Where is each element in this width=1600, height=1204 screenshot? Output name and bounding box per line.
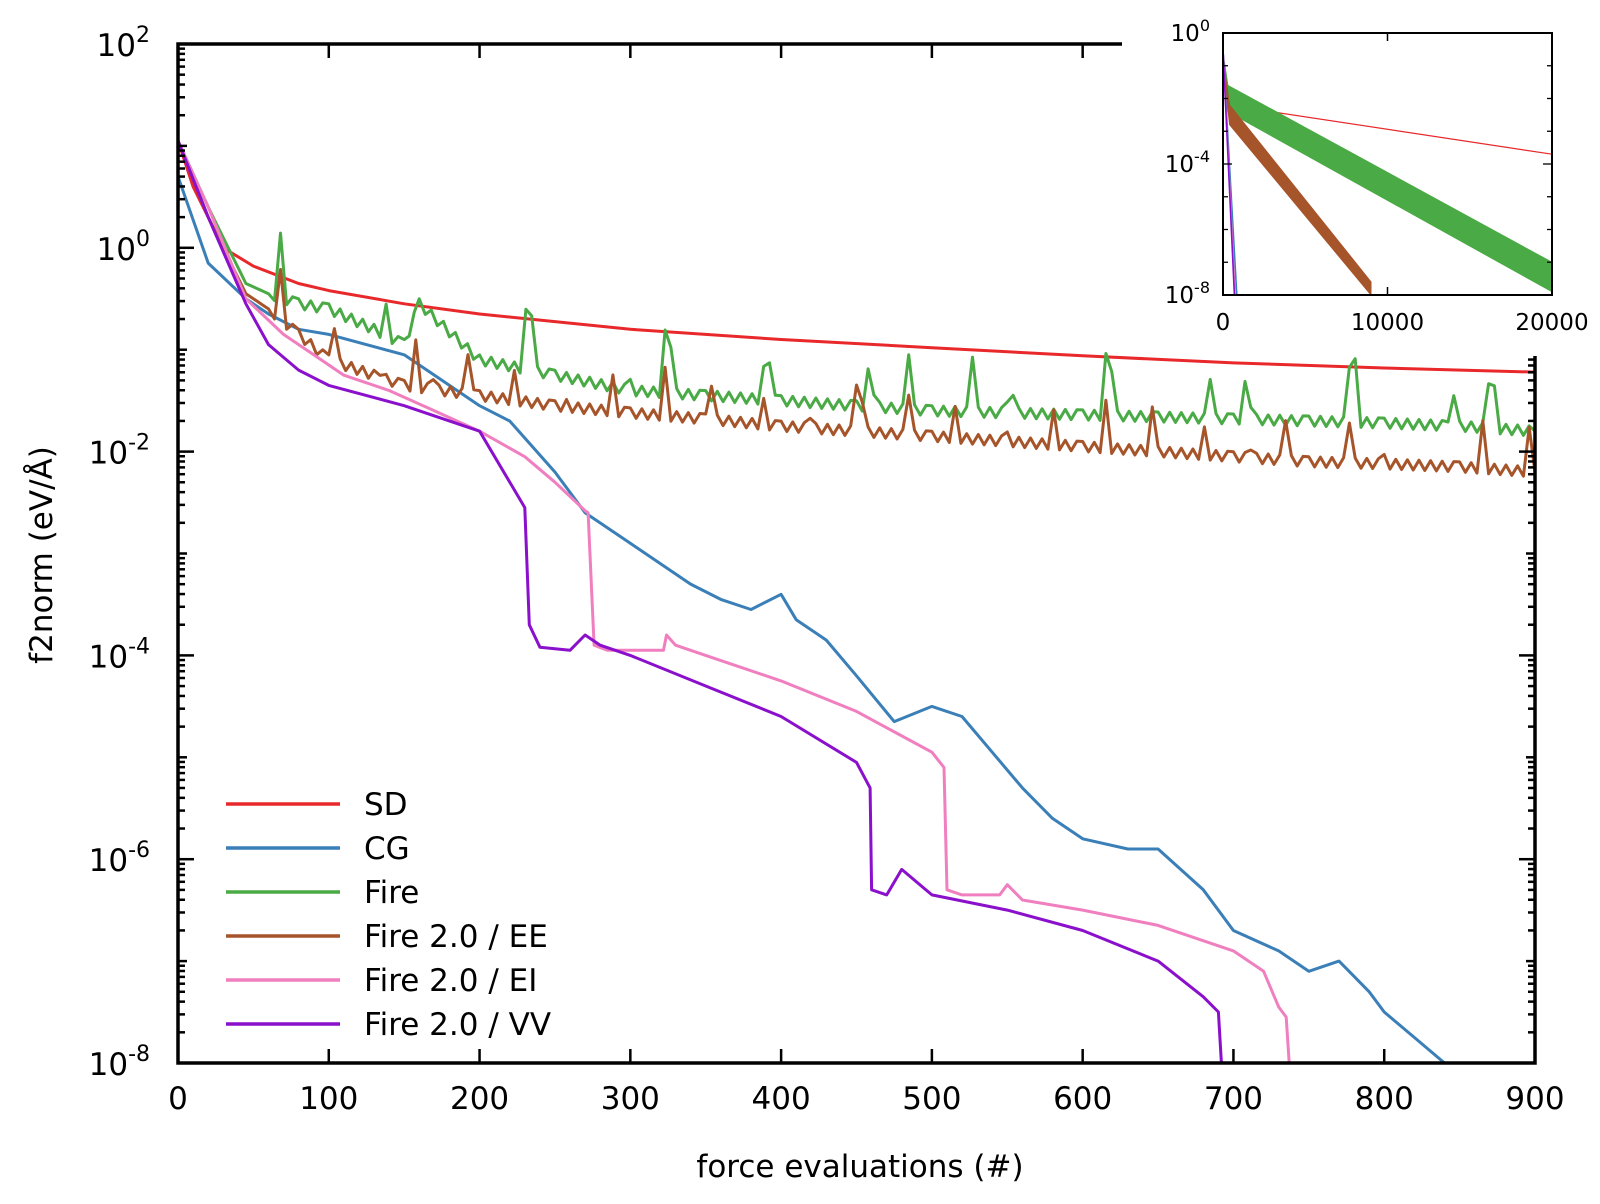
y-tick-label: 102: [97, 23, 150, 64]
series-line-fire: [176, 140, 1537, 437]
y-tick-label: 10-8: [89, 1042, 150, 1083]
inset-axes: 0 10000 20000 100 10-4 10-8: [1165, 16, 1589, 336]
legend-label: Fire 2.0 / EI: [364, 963, 537, 999]
inset-y-tick-label: 10-8: [1165, 278, 1210, 309]
y-tick-label: 100: [97, 227, 150, 268]
y-axis-label: f2norm (eV/Å): [24, 446, 60, 664]
x-axis-label: force evaluations (#): [696, 1149, 1023, 1185]
inset-x-tick-label: 10000: [1351, 310, 1424, 336]
y-tick-label: 10-6: [89, 838, 150, 879]
y-tick-label: 10-2: [89, 431, 150, 472]
x-tick-label: 800: [1355, 1081, 1414, 1117]
x-tick-label: 100: [299, 1081, 358, 1117]
x-tick-label: 700: [1204, 1081, 1263, 1117]
x-tick-label: 400: [752, 1081, 811, 1117]
x-tick-label: 300: [601, 1081, 660, 1117]
x-tick-label: 0: [168, 1081, 188, 1117]
legend-label: Fire 2.0 / EE: [364, 919, 548, 955]
main-series-group: [176, 140, 1537, 1065]
series-line-fire-2-0-ei: [176, 140, 1291, 1064]
series-line-fire-2-0-ee: [176, 140, 1537, 478]
legend-label: Fire 2.0 / VV: [364, 1007, 551, 1043]
series-line-cg: [176, 176, 1446, 1065]
x-tick-label: 500: [902, 1081, 961, 1117]
main-axes: 0 100 200 300 400 500 600 700 800 900 102 100 10-2 10…: [89, 23, 1565, 1117]
x-tick-label: 200: [450, 1081, 509, 1117]
inset-chart: 0 10000 20000 100 10-4 10-8: [1122, 16, 1600, 356]
inset-y-tick-label: 100: [1171, 16, 1210, 47]
inset-x-tick-label: 0: [1216, 310, 1231, 336]
legend: SD CG Fire Fire 2.0 / EE Fire 2.0 / EI Fire 2…: [226, 787, 551, 1043]
x-tick-label: 600: [1053, 1081, 1112, 1117]
series-line-fire-2-0-vv: [176, 140, 1223, 1064]
legend-label: Fire: [364, 875, 419, 911]
inset-series-fire-2-0-vv: [1222, 49, 1236, 296]
inset-x-tick-label: 20000: [1515, 310, 1588, 336]
legend-label: SD: [364, 787, 408, 823]
legend-label: CG: [364, 831, 410, 867]
x-tick-label: 900: [1505, 1081, 1564, 1117]
y-tick-label: 10-4: [89, 634, 150, 675]
inset-y-tick-label: 10-4: [1165, 147, 1210, 178]
